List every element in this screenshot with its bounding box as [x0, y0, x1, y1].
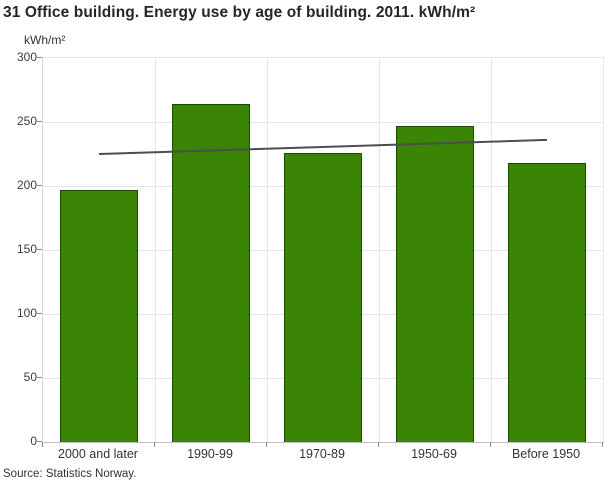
y-axis-tick — [37, 249, 42, 250]
plot-area — [42, 57, 604, 443]
gridline-vertical — [267, 58, 268, 442]
x-axis-tick — [154, 442, 155, 447]
x-axis-category-label: 1990-99 — [187, 447, 233, 461]
y-axis-tick — [37, 441, 42, 442]
y-axis-tick-label: 150 — [16, 242, 37, 256]
x-axis-tick — [42, 442, 43, 447]
bar — [508, 163, 586, 442]
x-axis-tick — [266, 442, 267, 447]
y-axis-tick — [37, 185, 42, 186]
y-axis-tick-label: 0 — [30, 434, 37, 448]
gridline-vertical — [155, 58, 156, 442]
x-axis-category-label: Before 1950 — [511, 447, 581, 461]
y-axis-tick — [37, 121, 42, 122]
x-axis-tick — [490, 442, 491, 447]
chart-area: 2000 and later 1990-99 1970-89 1950-69 Befor… — [0, 50, 610, 461]
gridline-horizontal — [43, 122, 603, 123]
trend-line-layer — [98, 138, 548, 155]
y-axis-tick-label: 300 — [16, 50, 37, 64]
x-axis-tick — [378, 442, 379, 447]
bar — [172, 104, 250, 442]
chart-title: 31 Office building. Energy use by age of… — [3, 4, 476, 21]
gridline-vertical — [379, 58, 380, 442]
x-axis-category-label: 1970-89 — [299, 447, 345, 461]
y-axis-tick — [37, 57, 42, 58]
x-axis-category-label: 1950-69 — [411, 447, 457, 461]
x-axis-tick — [602, 442, 603, 447]
y-axis-tick-label: 250 — [16, 114, 37, 128]
y-axis-tick — [37, 313, 42, 314]
y-axis-tick-label: 200 — [16, 178, 37, 192]
y-axis-unit-label: kWh/m² — [24, 33, 66, 47]
gridline-vertical — [491, 58, 492, 442]
x-axis-category-label: 2000 and later — [58, 447, 138, 461]
trend-line — [98, 138, 548, 155]
source-note: Source: Statistics Norway. — [3, 468, 137, 480]
y-axis-tick-label: 100 — [16, 306, 37, 320]
y-axis-tick-label: 50 — [23, 370, 37, 384]
y-axis-tick — [37, 377, 42, 378]
bar — [60, 190, 138, 442]
x-axis-labels: 2000 and later 1990-99 1970-89 1950-69 Befor… — [42, 447, 602, 465]
bar — [396, 126, 474, 442]
bar — [284, 153, 362, 442]
